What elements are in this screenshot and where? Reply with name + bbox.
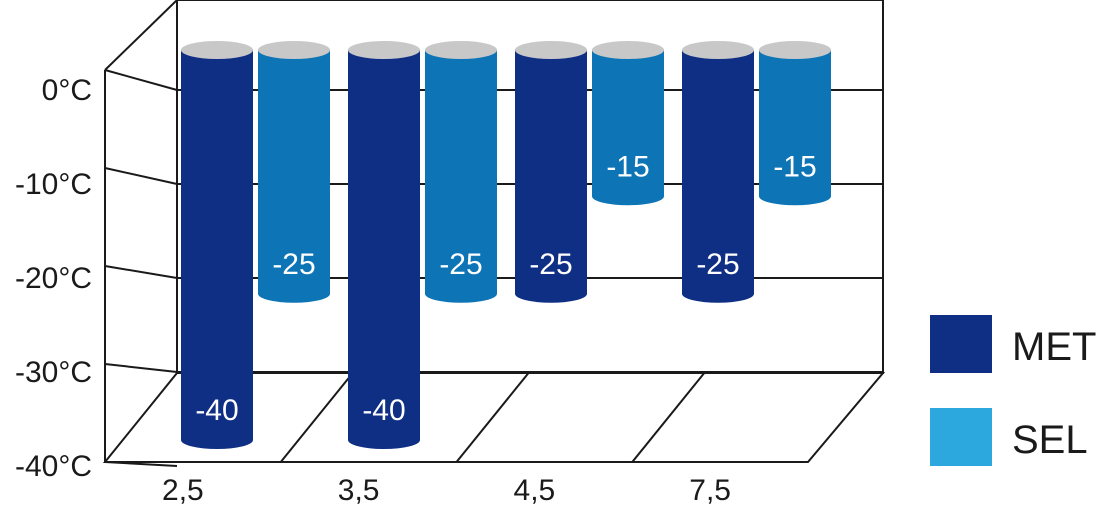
y-tick-label: 0°C	[42, 74, 92, 107]
bar-value-label: -25	[272, 248, 315, 281]
bar-body	[181, 50, 253, 449]
bar-body	[515, 50, 587, 303]
legend-swatch	[930, 408, 992, 466]
bar-cap	[181, 41, 253, 59]
left-wall-gridline	[104, 69, 178, 91]
bar-cap	[348, 41, 420, 59]
bar-cap	[592, 41, 664, 59]
y-tick-label: -20°C	[15, 262, 92, 295]
x-category-label: 3,5	[338, 474, 380, 507]
bar-body	[258, 50, 330, 303]
bar-body	[759, 50, 831, 206]
legend-label: SEL	[1012, 418, 1088, 462]
bars: -40 -25 -40 -25 -25 -15 -25 -15	[181, 41, 831, 449]
floor-divider	[631, 372, 706, 463]
legend-item-met: MET	[930, 315, 1096, 373]
bar-met: -40	[181, 41, 253, 449]
bar-value-label: -25	[696, 248, 739, 281]
bar-met: -25	[515, 41, 587, 303]
x-category-label: 2,5	[162, 474, 204, 507]
legend-item-sel: SEL	[930, 408, 1088, 466]
left-wall-gridline	[104, 363, 178, 373]
bar-body	[592, 50, 664, 206]
y-tick-label: -10°C	[15, 168, 92, 201]
bar-cap	[425, 41, 497, 59]
bar-sel: -15	[759, 41, 831, 206]
bar-value-label: -25	[529, 248, 572, 281]
floor-divider	[279, 372, 354, 463]
bar-body	[425, 50, 497, 303]
floor-divider	[455, 372, 530, 463]
bar-cap	[682, 41, 754, 59]
left-wall-gridline	[104, 167, 178, 185]
left-wall-gridline	[104, 461, 178, 467]
bar-value-label: -15	[773, 150, 816, 183]
legend-label: MET	[1012, 325, 1096, 369]
bar-value-label: -40	[362, 394, 405, 427]
left-wall-top-edge	[104, 0, 178, 71]
bar-cap	[258, 41, 330, 59]
bar-body	[682, 50, 754, 303]
x-axis-categories: 2,5 3,5 4,5 7,5	[162, 474, 731, 507]
bar-value-label: -40	[195, 394, 238, 427]
x-category-label: 7,5	[689, 474, 731, 507]
y-axis-ticks: 0°C -10°C -20°C -30°C -40°C	[15, 74, 92, 483]
bar-sel: -15	[592, 41, 664, 206]
legend: MET SEL	[930, 315, 1096, 466]
bar-value-label: -25	[439, 248, 482, 281]
bar-body	[348, 50, 420, 449]
bar-value-label: -15	[606, 150, 649, 183]
bar-cap	[759, 41, 831, 59]
x-category-label: 4,5	[514, 474, 556, 507]
legend-swatch	[930, 315, 992, 373]
bar-met: -40	[348, 41, 420, 449]
left-wall-gridline	[104, 265, 178, 279]
bar-sel: -25	[258, 41, 330, 303]
bar-cap	[515, 41, 587, 59]
y-tick-label: -30°C	[15, 356, 92, 389]
y-tick-label: -40°C	[15, 450, 92, 483]
bar-sel: -25	[425, 41, 497, 303]
bar-met: -25	[682, 41, 754, 303]
